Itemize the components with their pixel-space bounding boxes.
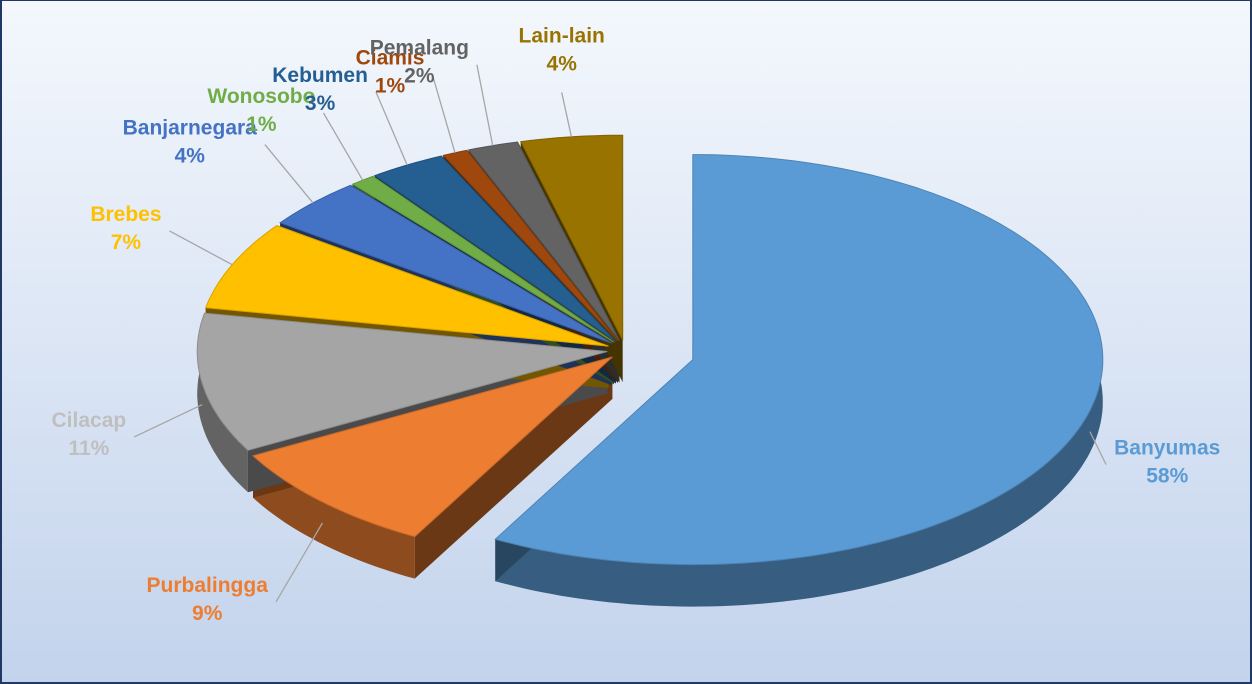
category-label: Purbalingga	[147, 574, 269, 597]
leader-line	[275, 522, 323, 603]
leader-line	[133, 404, 203, 438]
leader-line	[375, 91, 408, 166]
value-label: 3%	[305, 92, 336, 115]
leader-line	[322, 112, 364, 181]
category-label: Ciamis	[356, 47, 425, 70]
leader-line	[431, 74, 456, 153]
category-label: Wonosobo	[207, 85, 315, 108]
category-label: Lain-lain	[519, 24, 605, 47]
category-label: Pemalang	[370, 37, 469, 60]
data-labels: Banyumas 58% Purbalingga 9% Cilacap 11% Brebes…	[52, 24, 1221, 625]
category-label: Brebes	[90, 203, 161, 226]
leader-line	[169, 230, 233, 266]
value-label: 2%	[404, 65, 435, 88]
slice	[251, 356, 613, 538]
value-label: 58%	[1146, 465, 1188, 488]
slice-wall	[197, 313, 248, 493]
value-label: 1%	[375, 75, 406, 98]
leader-line	[1089, 431, 1107, 465]
leader-line	[264, 144, 314, 204]
leader-line	[476, 64, 494, 146]
category-label: Banjarnegara	[123, 117, 258, 140]
leader-line	[561, 92, 573, 137]
category-label: Kebumen	[272, 64, 368, 87]
value-label: 9%	[192, 602, 223, 625]
value-label: 7%	[111, 231, 142, 254]
category-label: Cilacap	[52, 409, 127, 432]
value-label: 4%	[547, 52, 578, 75]
slice	[494, 154, 1104, 566]
slice-tops	[196, 134, 1104, 566]
value-label: 11%	[68, 437, 109, 460]
value-label: 1%	[246, 113, 277, 136]
slice	[196, 312, 608, 451]
value-label: 4%	[175, 145, 206, 168]
slice-wall	[495, 154, 1103, 607]
category-label: Banyumas	[1114, 437, 1220, 460]
